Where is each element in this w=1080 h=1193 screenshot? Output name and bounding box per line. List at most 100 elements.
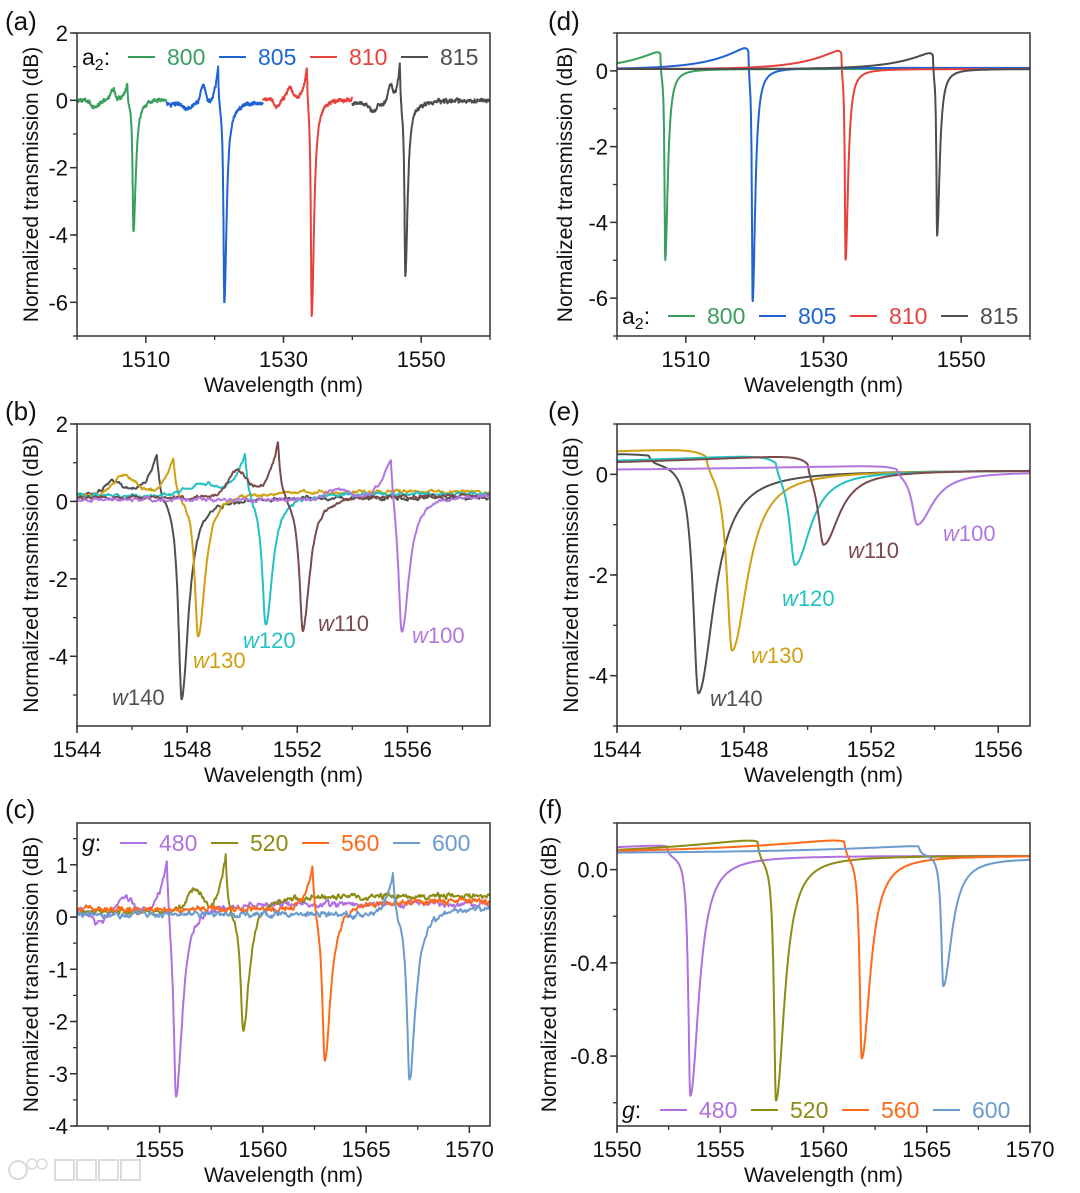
y-tick-label: -4 — [588, 664, 608, 689]
panel-c: (c) 1555 1560 1565 1570 1 0 -1 -2 -3 -4 Wavelength … — [5, 794, 494, 1187]
y-tick-label: -0.8 — [570, 1044, 608, 1069]
series-line-600 — [617, 845, 1030, 988]
legend-entry: 815 — [440, 44, 478, 70]
series-line-480 — [617, 844, 1030, 1097]
curve-label: w140 — [112, 685, 165, 710]
legend: a2: 800 805 810 815 — [622, 303, 1018, 333]
y-axis-title: Normalized transmission (dB) — [554, 47, 577, 322]
plot-area — [617, 839, 1030, 1102]
y-tick-label: 2 — [56, 412, 68, 437]
y-axis-title: Normalized transmission (dB) — [20, 47, 43, 322]
legend-entry: 810 — [889, 303, 927, 329]
series-line-w120 — [77, 453, 490, 626]
series-line-w140 — [617, 453, 1030, 695]
series-line-w100 — [617, 465, 1030, 526]
x-tick-label: 1550 — [593, 1137, 642, 1162]
curve-label: w120 — [782, 586, 835, 611]
curve-label: w100 — [412, 623, 465, 648]
x-tick-label: 1555 — [135, 1137, 184, 1162]
x-tick-label: 1548 — [163, 737, 212, 762]
plot-area — [617, 47, 1030, 303]
x-tick-label: 1530 — [799, 347, 848, 372]
y-axis-title: Normalized transmission (dB) — [560, 437, 583, 712]
panel-b: (b) 1544 1548 1552 1556 2 0 -2 -4 Wavelength (nm)… — [5, 396, 491, 787]
legend-entry: 800 — [707, 303, 745, 329]
x-tick-label: 1560 — [799, 1137, 848, 1162]
series-line-w120 — [617, 455, 1030, 566]
legend-title: g: — [82, 830, 101, 856]
x-tick-label: 1565 — [902, 1137, 951, 1162]
y-tick-label: 1 — [56, 853, 68, 878]
x-tick-label: 1570 — [1006, 1137, 1055, 1162]
legend-entry: 805 — [798, 303, 836, 329]
x-tick-label: 1556 — [383, 737, 432, 762]
x-axis-title: Wavelength (nm) — [744, 374, 903, 397]
plot-area — [77, 853, 490, 1098]
x-tick-label: 1555 — [696, 1137, 745, 1162]
x-tick-label: 1565 — [342, 1137, 391, 1162]
x-tick-label: 1544 — [53, 737, 102, 762]
panel-label: (a) — [5, 6, 37, 36]
x-tick-label: 1570 — [445, 1137, 494, 1162]
panel-label: (e) — [548, 396, 580, 426]
y-tick-label: -2 — [588, 563, 608, 588]
legend: g: 480 520 560 600 — [622, 1097, 1010, 1123]
series-line-w100 — [77, 459, 490, 633]
y-tick-label: 0 — [56, 88, 68, 113]
y-tick-label: -2 — [48, 1010, 68, 1035]
plot-frame — [76, 423, 491, 727]
curve-label: w130 — [751, 643, 804, 668]
y-tick-label: -2 — [588, 135, 608, 160]
y-axis-title: Normalized transmission (dB) — [20, 837, 43, 1112]
y-tick-label: -0.4 — [570, 951, 608, 976]
panel-label: (f) — [538, 794, 563, 824]
y-tick-label: -4 — [48, 1114, 68, 1139]
legend-entry: 800 — [167, 44, 205, 70]
y-tick-label: 0 — [596, 59, 608, 84]
y-tick-label: -2 — [48, 156, 68, 181]
plot-frame — [76, 822, 491, 1127]
legend-entry: 600 — [432, 830, 470, 856]
y-tick-label: -6 — [588, 286, 608, 311]
panel-d: (d) 1510 1530 1550 0 -2 -4 -6 Wavelength (nm) Nor… — [548, 6, 1031, 397]
curve-label: w100 — [943, 521, 996, 546]
series-line-810 — [261, 67, 354, 317]
series-line-815 — [617, 52, 1030, 237]
series-line-800 — [617, 51, 1030, 262]
panel-label: (c) — [5, 794, 35, 824]
legend-entry: 805 — [258, 44, 296, 70]
legend-title: g: — [622, 1097, 641, 1123]
x-tick-label: 1550 — [397, 347, 446, 372]
curve-label: w110 — [318, 611, 369, 636]
series-line-w110 — [617, 456, 1030, 546]
x-tick-label: 1530 — [259, 347, 308, 372]
x-tick-label: 1548 — [720, 737, 769, 762]
plot-frame — [76, 32, 491, 337]
y-axis-title: Normalized transmission (dB) — [538, 837, 561, 1112]
x-tick-label: 1510 — [661, 347, 710, 372]
x-axis-title: Wavelength (nm) — [204, 764, 363, 787]
x-tick-label: 1510 — [121, 347, 170, 372]
y-tick-label: -4 — [588, 210, 608, 235]
series-line-w130 — [77, 457, 490, 638]
y-tick-label: 0.0 — [577, 858, 608, 883]
legend-entry: 560 — [881, 1097, 919, 1123]
x-axis-title: Wavelength (nm) — [204, 374, 363, 397]
series-line-815 — [351, 62, 490, 277]
series-line-805 — [165, 65, 264, 304]
plot-area — [617, 449, 1030, 695]
plot-area — [77, 62, 490, 317]
series-line-w110 — [77, 441, 490, 633]
panel-e: (e) 1544 1548 1552 1556 0 -2 -4 Wavelength (nm) N… — [548, 396, 1031, 787]
y-tick-label: 0 — [56, 905, 68, 930]
y-axis-title: Normalized transmission (dB) — [20, 437, 43, 712]
legend-title: a2: — [622, 303, 650, 333]
y-tick-label: 0 — [56, 489, 68, 514]
legend-entry: 520 — [790, 1097, 828, 1123]
y-tick-label: -4 — [48, 644, 68, 669]
y-tick-label: 0 — [596, 462, 608, 487]
x-axis-title: Wavelength (nm) — [744, 1164, 903, 1187]
x-tick-label: 1552 — [847, 737, 896, 762]
series-line-520 — [77, 853, 490, 1032]
